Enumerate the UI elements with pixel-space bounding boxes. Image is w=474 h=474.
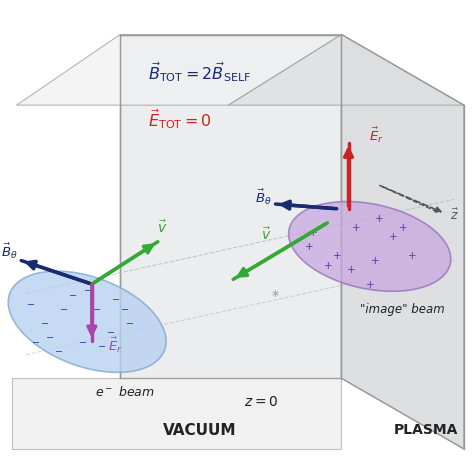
Text: $-$: $-$ [59,302,68,313]
Text: $-$: $-$ [78,336,87,346]
Ellipse shape [289,201,451,292]
Text: $-$: $-$ [82,284,91,294]
Text: $-$: $-$ [68,289,78,299]
Polygon shape [228,35,464,105]
Polygon shape [12,378,341,449]
Text: $+$: $+$ [365,279,374,290]
Text: $-$: $-$ [40,317,49,327]
Text: $+$: $+$ [309,227,318,238]
Text: $-$: $-$ [45,331,54,341]
Text: $\vec{E}_r$: $\vec{E}_r$ [108,336,123,355]
Text: $\vec{z}$: $\vec{z}$ [450,208,459,223]
Text: $-$: $-$ [97,340,106,350]
Text: $*$: $*$ [271,286,280,301]
Text: $+$: $+$ [304,241,313,252]
Text: $z = 0$: $z = 0$ [244,395,279,409]
Polygon shape [17,35,341,105]
Text: $-$: $-$ [120,302,129,313]
Text: PLASMA: PLASMA [394,423,458,437]
Text: $+$: $+$ [332,250,342,261]
Text: $+$: $+$ [407,250,417,261]
Text: $+$: $+$ [322,260,332,271]
Text: $+$: $+$ [374,213,384,224]
Text: $-$: $-$ [31,336,40,346]
Text: $+$: $+$ [370,255,379,266]
Text: $-$: $-$ [106,326,115,336]
Text: $\vec{E}_{\mathrm{TOT}} = 0$: $\vec{E}_{\mathrm{TOT}} = 0$ [148,107,212,131]
Text: $\vec{v}$: $\vec{v}$ [157,219,168,236]
Text: $\vec{v}$: $\vec{v}$ [261,226,271,243]
Text: $\vec{B}_\theta$: $\vec{B}_\theta$ [1,241,18,261]
Text: $-$: $-$ [26,298,35,308]
Polygon shape [341,35,464,449]
Text: $\vec{E}_r$: $\vec{E}_r$ [369,126,384,146]
Text: "image" beam: "image" beam [360,303,445,317]
Text: $e^-$ beam: $e^-$ beam [95,385,155,400]
Text: $+$: $+$ [389,231,398,243]
Text: $-$: $-$ [92,302,101,313]
Ellipse shape [8,271,166,373]
Text: VACUUM: VACUUM [164,423,237,438]
Text: $\vec{B}_{\mathrm{TOT}} = 2\vec{B}_{\mathrm{SELF}}$: $\vec{B}_{\mathrm{TOT}} = 2\vec{B}_{\mat… [148,60,252,84]
Text: $+$: $+$ [398,222,408,233]
Text: $-$: $-$ [125,317,134,327]
Text: $-$: $-$ [55,345,64,355]
Text: $\vec{B}_\theta$: $\vec{B}_\theta$ [255,187,272,207]
Text: $+$: $+$ [351,222,360,233]
Polygon shape [120,35,341,378]
Text: $+$: $+$ [346,264,356,275]
Text: $-$: $-$ [111,293,120,303]
